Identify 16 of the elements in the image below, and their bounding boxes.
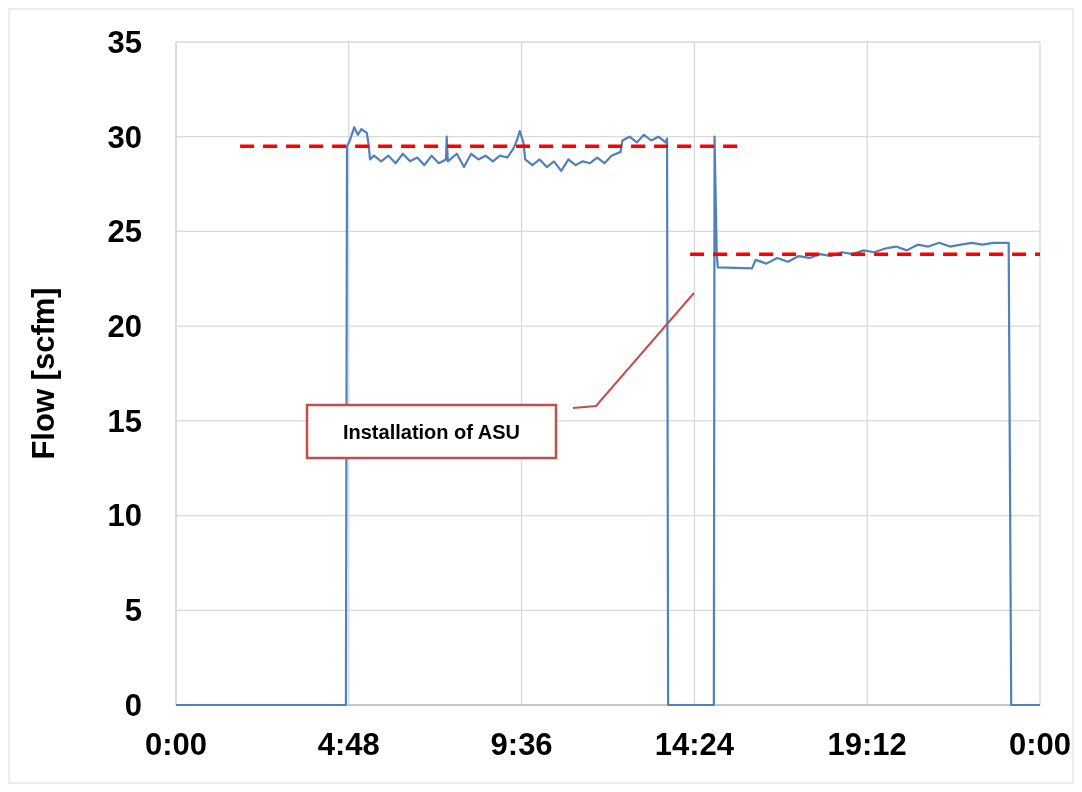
y-tick-label: 30 — [107, 119, 142, 155]
y-tick-label: 5 — [124, 593, 142, 629]
x-tick-label: 14:24 — [654, 727, 735, 762]
y-tick-label: 35 — [107, 24, 142, 60]
x-tick-label: 4:48 — [317, 727, 380, 762]
y-tick-label: 0 — [124, 687, 142, 723]
y-tick-label: 20 — [107, 308, 142, 344]
y-axis-title: Flow [scfm] — [26, 287, 61, 460]
x-tick-label: 0:00 — [144, 727, 208, 762]
annotation: Installation of ASU — [342, 421, 521, 443]
x-tick-label: 0:00 — [1008, 727, 1072, 762]
y-tick-label: 25 — [107, 214, 142, 250]
y-tick-label: 15 — [107, 403, 142, 439]
x-tick-label: 9:36 — [490, 727, 553, 762]
x-tick-label: 19:12 — [827, 727, 907, 762]
y-tick-label: 10 — [107, 498, 142, 534]
